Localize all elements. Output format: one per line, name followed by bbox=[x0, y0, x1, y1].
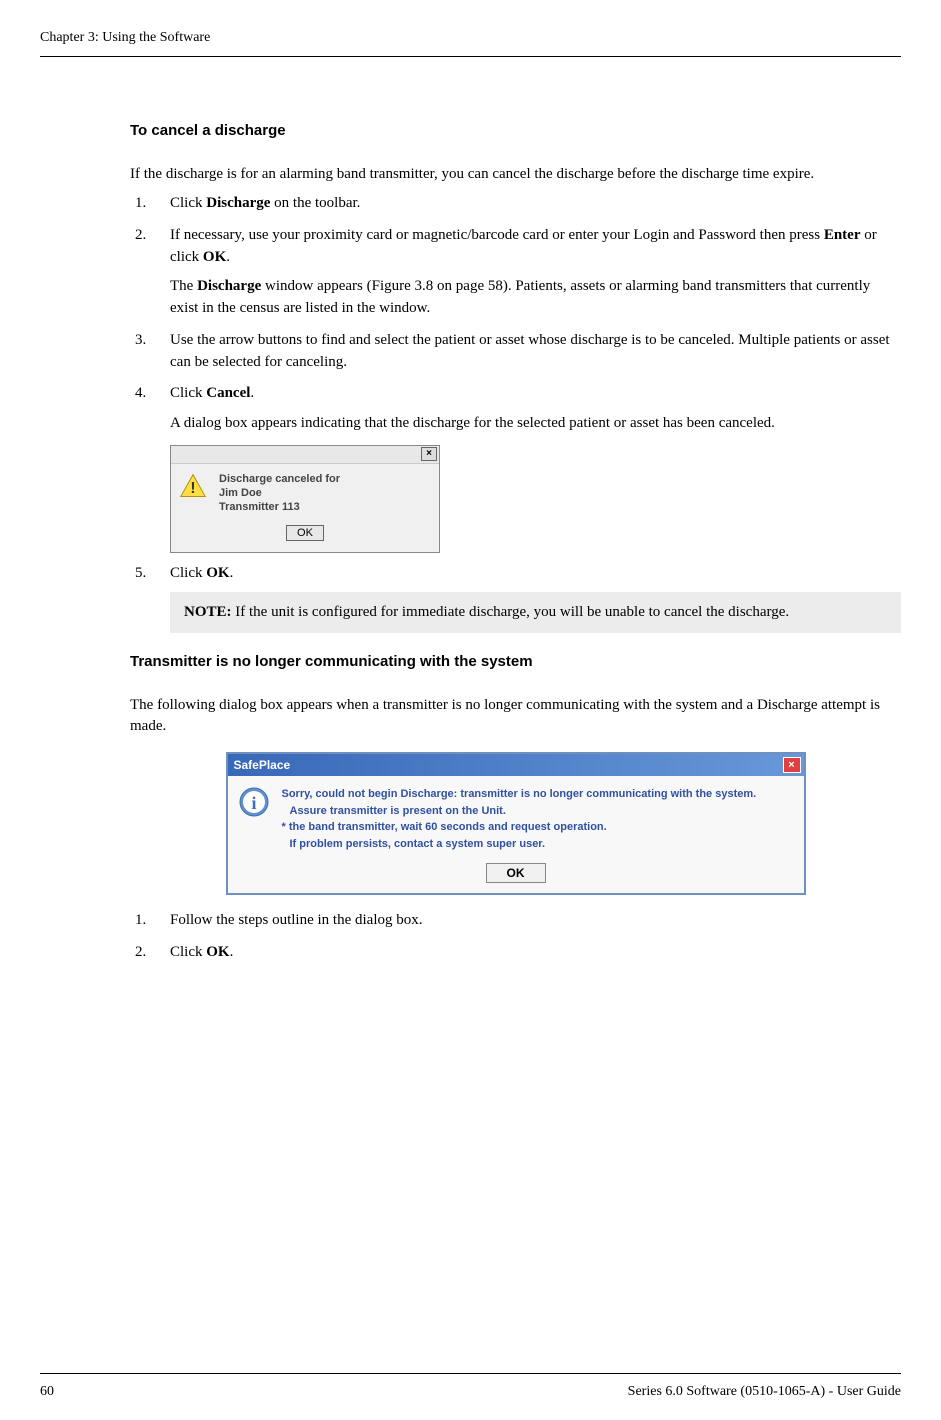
section1-intro: If the discharge is for an alarming band… bbox=[130, 164, 901, 185]
step-text: Use the arrow buttons to find and select… bbox=[170, 332, 890, 370]
section1-steps: 1. Click Discharge on the toolbar. 2. If… bbox=[130, 193, 901, 633]
section-heading-cancel-discharge: To cancel a discharge bbox=[130, 122, 901, 139]
step-number: 2. bbox=[135, 225, 146, 247]
note-label: NOTE: bbox=[184, 604, 232, 620]
note-text: If the unit is configured for immediate … bbox=[232, 604, 790, 620]
step-4: 4. Click Cancel. A dialog box appears in… bbox=[170, 383, 901, 552]
step-number: 1. bbox=[135, 910, 146, 932]
ok-button[interactable]: OK bbox=[486, 863, 546, 883]
step-1: 1. Follow the steps outline in the dialo… bbox=[170, 910, 901, 932]
close-icon[interactable]: × bbox=[421, 447, 437, 461]
svg-text:!: ! bbox=[190, 480, 195, 497]
close-icon[interactable]: × bbox=[783, 757, 801, 773]
step-number: 5. bbox=[135, 563, 146, 585]
step-text: Follow the steps outline in the dialog b… bbox=[170, 912, 422, 928]
discharge-canceled-dialog: × ! Discharge canceled for Jim Doe bbox=[170, 445, 440, 553]
step-5: 5. Click OK. NOTE: If the unit is config… bbox=[170, 563, 901, 634]
note-box: NOTE: If the unit is configured for imme… bbox=[170, 592, 901, 633]
page-number: 60 bbox=[40, 1384, 54, 1400]
dialog-titlebar: × bbox=[171, 446, 439, 464]
section2-intro: The following dialog box appears when a … bbox=[130, 695, 901, 737]
page-footer: 60 Series 6.0 Software (0510-1065-A) - U… bbox=[40, 1373, 901, 1400]
safeplace-dialog: SafePlace × i Sorry, could not begin Dis… bbox=[226, 752, 806, 895]
dialog-message: Sorry, could not begin Discharge: transm… bbox=[282, 786, 757, 852]
svg-text:i: i bbox=[251, 793, 256, 813]
warning-icon: ! bbox=[179, 472, 209, 502]
step-text: If necessary, use your proximity card or… bbox=[170, 227, 877, 265]
section-heading-transmitter: Transmitter is no longer communicating w… bbox=[130, 653, 901, 670]
step-2: 2. Click OK. bbox=[170, 942, 901, 964]
dialog-title: SafePlace bbox=[234, 758, 291, 772]
step-2: 2. If necessary, use your proximity card… bbox=[170, 225, 901, 320]
dialog-titlebar: SafePlace × bbox=[228, 754, 804, 776]
step-3: 3. Use the arrow buttons to find and sel… bbox=[170, 330, 901, 374]
info-icon: i bbox=[238, 786, 270, 818]
chapter-title: Chapter 3: Using the Software bbox=[40, 30, 210, 45]
step-text: Click OK. bbox=[170, 565, 233, 581]
step-number: 3. bbox=[135, 330, 146, 352]
step-number: 4. bbox=[135, 383, 146, 405]
page-header: Chapter 3: Using the Software bbox=[40, 30, 901, 57]
step-4-subtext: A dialog box appears indicating that the… bbox=[170, 413, 901, 435]
ok-button[interactable]: OK bbox=[286, 525, 324, 541]
step-text: Click Cancel. bbox=[170, 385, 254, 401]
dialog-message: Discharge canceled for Jim Doe Transmitt… bbox=[219, 472, 340, 515]
document-info: Series 6.0 Software (0510-1065-A) - User… bbox=[628, 1384, 901, 1400]
section2-steps: 1. Follow the steps outline in the dialo… bbox=[130, 910, 901, 964]
step-2-subtext: The Discharge window appears (Figure 3.8… bbox=[170, 276, 901, 320]
step-text: Click Discharge on the toolbar. bbox=[170, 195, 360, 211]
step-text: Click OK. bbox=[170, 944, 233, 960]
step-number: 1. bbox=[135, 193, 146, 215]
step-number: 2. bbox=[135, 942, 146, 964]
step-1: 1. Click Discharge on the toolbar. bbox=[170, 193, 901, 215]
